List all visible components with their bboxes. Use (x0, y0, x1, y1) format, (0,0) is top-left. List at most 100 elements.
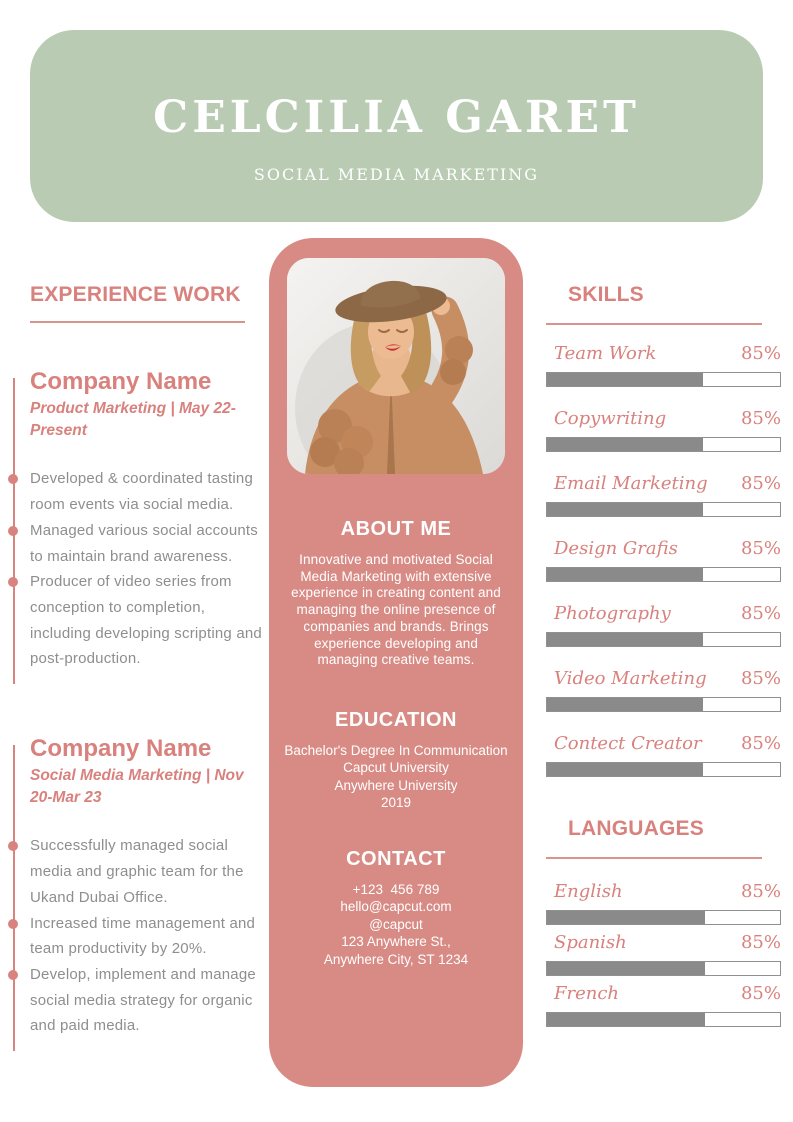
language-label: English (554, 881, 623, 902)
skill-value: 85% (740, 473, 781, 494)
education-title: EDUCATION (335, 708, 457, 731)
contact-email: hello@capcut.com (340, 899, 452, 915)
job-bullet-list: Successfully managed social media and gr… (8, 833, 263, 1039)
skill-item: Design Grafis 85% (546, 538, 781, 582)
language-value: 85% (740, 932, 781, 953)
job-meta: Product Marketing | May 22-Present (30, 400, 236, 440)
skill-item: Video Marketing 85% (546, 668, 781, 712)
languages-section: LANGUAGES English 85% Spanish 85% French (546, 817, 781, 1027)
skill-progress-fill (547, 373, 704, 386)
skill-progress-bar (546, 567, 781, 582)
section-divider (546, 857, 762, 859)
contact-address-line2: Anywhere City, ST 1234 (323, 951, 469, 967)
skill-item: Team Work 85% (546, 343, 781, 387)
contact-section: CONTACT +123 456 789 hello@capcut.com @c… (269, 848, 523, 969)
language-progress-bar (546, 961, 781, 976)
skill-progress-fill (547, 503, 704, 516)
language-progress-fill (547, 911, 706, 924)
skill-progress-fill (547, 633, 704, 646)
about-title: ABOUT ME (340, 518, 452, 540)
job-bullet: Develop, implement and manage social med… (8, 962, 263, 1039)
contact-lines: +123 456 789 hello@capcut.com @capcut 12… (269, 881, 523, 969)
job-bullet: Increased time management and team produ… (8, 911, 263, 962)
section-divider (546, 323, 762, 325)
skill-value: 85% (740, 343, 781, 364)
skill-item: Email Marketing 85% (546, 473, 781, 517)
language-item: English 85% (546, 881, 781, 925)
skill-label: Email Marketing (554, 473, 708, 494)
portrait-illustration (287, 258, 505, 474)
about-section: ABOUT ME Innovative and motivated Social… (269, 518, 523, 669)
skill-item: Contect Creator 85% (546, 733, 781, 777)
experience-entry: Company Name Product Marketing | May 22-… (8, 368, 263, 685)
skills-languages-column: SKILLS Team Work 85% Copywriting 85% Ema… (546, 283, 781, 1034)
skill-value: 85% (740, 603, 781, 624)
job-bullet-list: Developed & coordinated tasting room eve… (8, 466, 263, 672)
job-meta: Social Media Marketing | Nov 20-Mar 23 (30, 767, 244, 807)
education-line: Capcut University (343, 760, 449, 776)
section-divider (30, 321, 245, 323)
skill-value: 85% (740, 538, 781, 559)
language-label: French (554, 983, 620, 1004)
experience-entry: Company Name Social Media Marketing | No… (8, 735, 263, 1052)
skill-label: Copywriting (554, 408, 667, 429)
education-section: EDUCATION Bachelor's Degree In Communica… (269, 709, 523, 812)
about-text: Innovative and motivated Social Media Ma… (291, 552, 501, 668)
languages-title: LANGUAGES (568, 817, 704, 840)
job-bullet: Managed various social accounts to maint… (8, 518, 263, 569)
languages-list: English 85% Spanish 85% French 85% (546, 881, 781, 1027)
skill-label: Team Work (554, 343, 657, 364)
skill-progress-fill (547, 568, 704, 581)
skills-section: SKILLS Team Work 85% Copywriting 85% Ema… (546, 283, 781, 777)
contact-phone: +123 456 789 (352, 881, 440, 897)
skills-title: SKILLS (568, 283, 644, 306)
skill-progress-fill (547, 763, 704, 776)
skill-progress-fill (547, 438, 704, 451)
skill-label: Photography (554, 603, 671, 624)
language-label: Spanish (554, 932, 627, 953)
profile-photo (287, 258, 505, 474)
skill-progress-bar (546, 502, 781, 517)
education-line: Anywhere University (334, 777, 458, 793)
person-role: SOCIAL MEDIA MARKETING (253, 165, 540, 184)
job-bullet: Successfully managed social media and gr… (8, 833, 263, 910)
contact-handle: @capcut (369, 916, 423, 932)
skill-value: 85% (740, 668, 781, 689)
skill-value: 85% (740, 408, 781, 429)
job-bullet: Developed & coordinated tasting room eve… (8, 466, 263, 517)
skill-progress-bar (546, 762, 781, 777)
language-progress-bar (546, 1012, 781, 1027)
education-lines: Bachelor's Degree In Communication Capcu… (269, 742, 523, 812)
skill-item: Photography 85% (546, 603, 781, 647)
experience-title: EXPERIENCE WORK (30, 283, 241, 306)
language-progress-fill (547, 962, 706, 975)
skill-label: Video Marketing (554, 668, 707, 689)
skill-label: Contect Creator (554, 733, 702, 754)
education-line: Bachelor's Degree In Communication (284, 742, 508, 758)
person-name: CELCILIA GARET (153, 92, 640, 143)
skill-progress-bar (546, 372, 781, 387)
company-name: Company Name (30, 735, 212, 763)
language-value: 85% (740, 881, 781, 902)
language-item: Spanish 85% (546, 932, 781, 976)
language-item: French 85% (546, 983, 781, 1027)
language-value: 85% (740, 983, 781, 1004)
skill-item: Copywriting 85% (546, 408, 781, 452)
skills-list: Team Work 85% Copywriting 85% Email Mark… (546, 343, 781, 777)
contact-title: CONTACT (346, 847, 446, 870)
skill-progress-fill (547, 698, 704, 711)
contact-address-line1: 123 Anywhere St., (341, 934, 451, 950)
skill-progress-bar (546, 697, 781, 712)
language-progress-fill (547, 1013, 706, 1026)
header-banner: CELCILIA GARET SOCIAL MEDIA MARKETING (30, 30, 763, 222)
skill-label: Design Grafis (554, 538, 678, 559)
skill-value: 85% (740, 733, 781, 754)
profile-panel: ABOUT ME Innovative and motivated Social… (269, 238, 523, 1087)
experience-section: EXPERIENCE WORK Company Name Product Mar… (8, 283, 263, 1052)
skill-progress-bar (546, 437, 781, 452)
language-progress-bar (546, 910, 781, 925)
company-name: Company Name (30, 368, 212, 395)
job-bullet: Producer of video series from conception… (8, 569, 263, 672)
skill-progress-bar (546, 632, 781, 647)
education-line: 2019 (380, 795, 412, 811)
